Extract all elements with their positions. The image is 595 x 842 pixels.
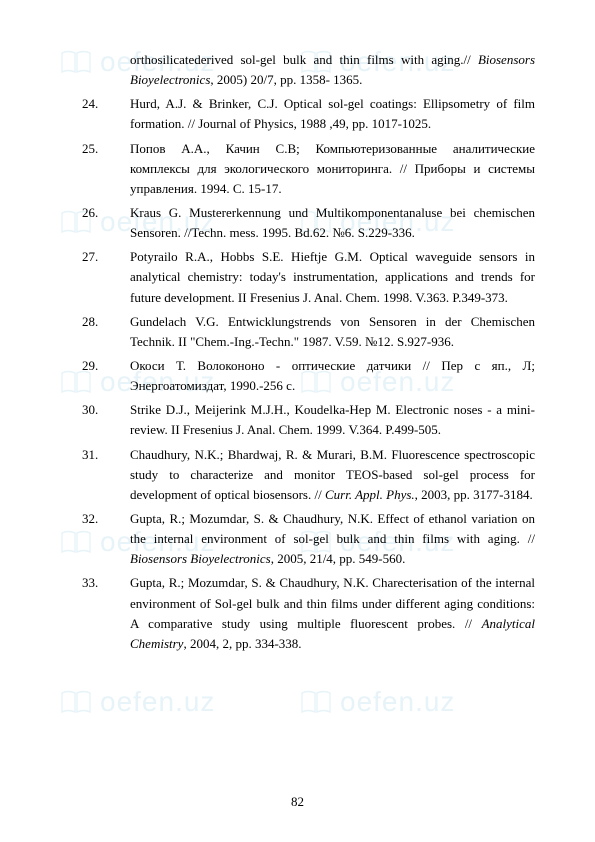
ref-text: , 2003, pp. 3177-3184. — [415, 487, 533, 502]
reference-number: 30. — [60, 400, 130, 440]
reference-number: 32. — [60, 509, 130, 569]
reference-body: Potyrailo R.A., Hobbs S.E. Hieftje G.M. … — [130, 247, 535, 307]
reference-number: 31. — [60, 445, 130, 505]
reference-item: 26.Kraus G. Mustererkennung und Multikom… — [60, 203, 535, 243]
reference-body: Gupta, R.; Mozumdar, S. & Chaudhury, N.K… — [130, 509, 535, 569]
ref-italic: Biosensors Bioyelectronics — [130, 551, 271, 566]
watermark: oefen.uz — [300, 680, 455, 723]
reference-item: 32.Gupta, R.; Mozumdar, S. & Chaudhury, … — [60, 509, 535, 569]
reference-item: 31.Chaudhury, N.K.; Bhardwaj, R. & Murar… — [60, 445, 535, 505]
reference-body: Kraus G. Mustererkennung und Multikompon… — [130, 203, 535, 243]
reference-number: 25. — [60, 139, 130, 199]
ref-continuation: orthosilicatederived sol-gel bulk and th… — [130, 50, 535, 90]
reference-item: 24.Hurd, A.J. & Brinker, C.J. Optical so… — [60, 94, 535, 134]
reference-body: Chaudhury, N.K.; Bhardwaj, R. & Murari, … — [130, 445, 535, 505]
reference-number: 26. — [60, 203, 130, 243]
reference-number: 33. — [60, 573, 130, 654]
watermark: oefen.uz — [60, 680, 215, 723]
ref-text: orthosilicatederived sol-gel bulk and th… — [130, 52, 478, 67]
reference-item: 25.Попов А.А., Качин С.В; Компьютеризова… — [60, 139, 535, 199]
reference-item: 30.Strike D.J., Meijerink M.J.H., Koudel… — [60, 400, 535, 440]
reference-body: Hurd, A.J. & Brinker, C.J. Optical sol-g… — [130, 94, 535, 134]
reference-body: Strike D.J., Meijerink M.J.H., Koudelka-… — [130, 400, 535, 440]
ref-text: , 2005, 21/4, pp. 549-560. — [271, 551, 406, 566]
reference-item: 27.Potyrailo R.A., Hobbs S.E. Hieftje G.… — [60, 247, 535, 307]
reference-item: 33.Gupta, R.; Mozumdar, S. & Chaudhury, … — [60, 573, 535, 654]
reference-number: 27. — [60, 247, 130, 307]
page-number: 82 — [0, 792, 595, 812]
ref-text: , 2005) 20/7, pp. 1358- 1365. — [210, 72, 362, 87]
reference-number: 24. — [60, 94, 130, 134]
reference-item: 28.Gundelach V.G. Entwicklungstrends von… — [60, 312, 535, 352]
reference-number: 28. — [60, 312, 130, 352]
reference-body: Окоси Т. Волокононо - оптические датчики… — [130, 356, 535, 396]
references-content: orthosilicatederived sol-gel bulk and th… — [60, 50, 535, 654]
ref-text: Gupta, R.; Mozumdar, S. & Chaudhury, N.K… — [130, 511, 535, 546]
reference-number: 29. — [60, 356, 130, 396]
reference-item: 29.Окоси Т. Волокононо - оптические датч… — [60, 356, 535, 396]
reference-body: Gundelach V.G. Entwicklungstrends von Se… — [130, 312, 535, 352]
ref-text: Gupta, R.; Mozumdar, S. & Chaudhury, N.K… — [130, 575, 535, 630]
ref-italic: Curr. Appl. Phys. — [325, 487, 415, 502]
reference-body: Попов А.А., Качин С.В; Компьютеризованны… — [130, 139, 535, 199]
ref-text: , 2004, 2, pp. 334-338. — [183, 636, 301, 651]
reference-body: Gupta, R.; Mozumdar, S. & Chaudhury, N.K… — [130, 573, 535, 654]
